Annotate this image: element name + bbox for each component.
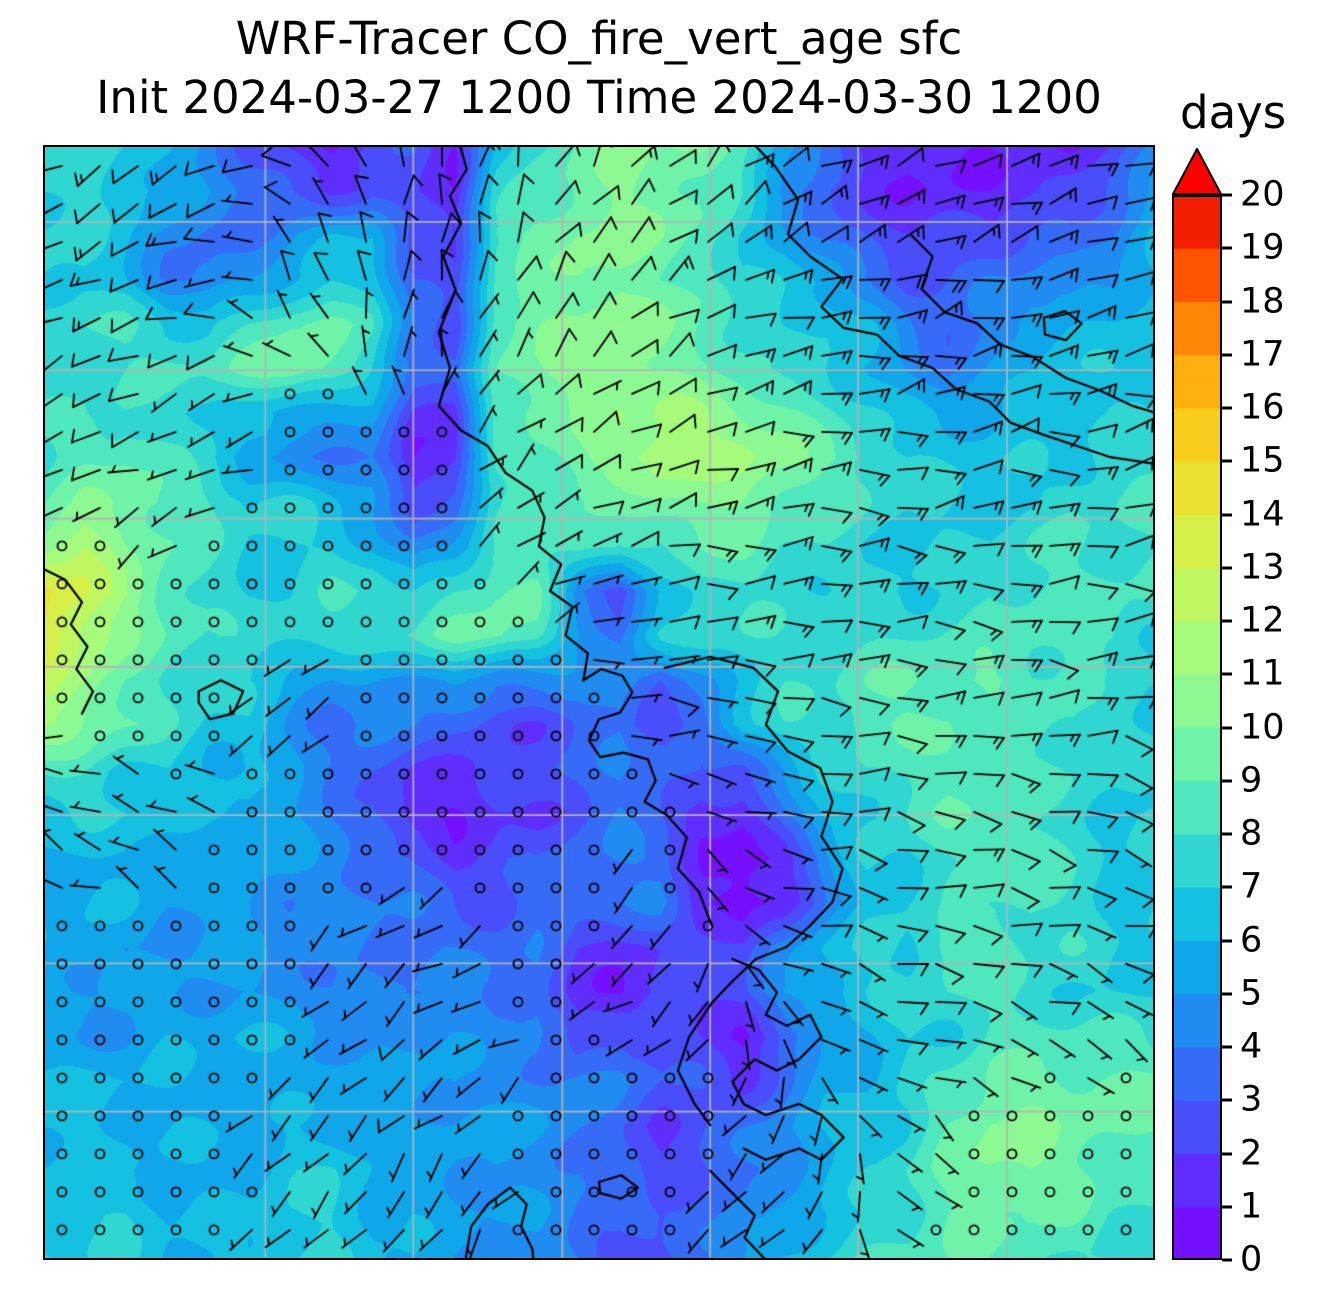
colorbar-tick: 1 (1222, 1189, 1262, 1224)
colorbar-ticks: 0 1 2 3 4 5 6 7 8 9 10 11 12 13 14 15 16 17 18 19 20 (1222, 177, 1332, 1277)
colorbar-tick: 14 (1222, 497, 1285, 532)
colorbar-tick-label: 5 (1240, 973, 1263, 1014)
colorbar-tick: 13 (1222, 550, 1285, 585)
colorbar-tick-label: 14 (1240, 494, 1285, 534)
colorbar-tick-mark (1222, 193, 1232, 197)
title-line-1: WRF-Tracer CO_fire_vert_age sfc (235, 12, 963, 65)
colorbar-tick: 11 (1222, 653, 1285, 694)
colorbar-tick-mark (1222, 406, 1232, 410)
colorbar-tick: 7 (1222, 866, 1263, 907)
colorbar-tick-label: 10 (1240, 707, 1285, 747)
colorbar-tick: 6 (1222, 923, 1262, 958)
colorbar-tick-mark (1222, 353, 1232, 357)
colorbar-tick-label: 19 (1240, 227, 1285, 268)
colorbar-tick-mark (1222, 672, 1232, 676)
colorbar-tick: 4 (1222, 1026, 1263, 1067)
colorbar-tick: 10 (1222, 710, 1285, 745)
colorbar-tick-mark (1222, 1152, 1232, 1155)
colorbar-tick: 8 (1222, 813, 1263, 854)
colorbar-tick-mark (1222, 939, 1232, 942)
colorbar-tick-label: 13 (1240, 547, 1285, 588)
colorbar-tick: 2 (1222, 1136, 1262, 1171)
colorbar-tick-label: 4 (1240, 1026, 1263, 1067)
colorbar-tick-mark (1222, 726, 1232, 729)
colorbar-tick-mark (1222, 513, 1232, 516)
colorbar-tick-label: 0 (1240, 1239, 1263, 1280)
colorbar-tick-mark (1222, 459, 1232, 463)
colorbar-tick: 3 (1222, 1079, 1263, 1120)
colorbar-tick-label: 16 (1240, 387, 1285, 428)
colorbar-tick-label: 12 (1240, 600, 1285, 641)
colorbar-tick-mark (1222, 885, 1232, 889)
colorbar-tick-label: 17 (1240, 334, 1285, 375)
colorbar-tick-mark (1222, 1098, 1232, 1102)
colorbar-tick-mark (1222, 779, 1232, 783)
colorbar-tick-label: 8 (1240, 813, 1263, 854)
colorbar-tick-mark (1222, 566, 1232, 570)
colorbar-tick: 19 (1222, 227, 1285, 268)
colorbar-extend-arrow-icon (1172, 148, 1222, 195)
colorbar-tick-label: 1 (1240, 1186, 1263, 1227)
colorbar-units-label: days (1180, 86, 1287, 139)
colorbar: 0 1 2 3 4 5 6 7 8 9 10 11 12 13 14 15 16 17 18 19 20 (1172, 148, 1334, 1277)
contour-field-canvas (43, 145, 1155, 1260)
colorbar-tick-label: 6 (1240, 920, 1263, 960)
title-line-2: Init 2024-03-27 1200 Time 2024-03-30 120… (96, 70, 1102, 124)
colorbar-tick: 18 (1222, 284, 1285, 319)
colorbar-tick-label: 18 (1240, 281, 1285, 321)
colorbar-tick: 16 (1222, 387, 1285, 428)
colorbar-tick-label: 7 (1240, 866, 1263, 907)
colorbar-tick: 5 (1222, 976, 1262, 1011)
colorbar-tick: 0 (1222, 1239, 1263, 1280)
colorbar-tick-mark (1222, 1205, 1232, 1209)
figure-title: WRF-Tracer CO_fire_vert_age sfc Init 202… (43, 10, 1155, 127)
colorbar-tick-mark (1222, 1045, 1232, 1049)
colorbar-tick-mark (1222, 1258, 1232, 1262)
colorbar-tick-label: 2 (1240, 1133, 1263, 1173)
colorbar-tick: 9 (1222, 763, 1262, 798)
colorbar-tick-label: 11 (1240, 653, 1285, 694)
colorbar-canvas (1172, 195, 1222, 1260)
colorbar-tick: 15 (1222, 440, 1285, 481)
colorbar-tick-label: 15 (1240, 440, 1285, 481)
colorbar-tick-label: 3 (1240, 1079, 1263, 1120)
colorbar-tick-mark (1222, 246, 1232, 250)
colorbar-tick-label: 9 (1240, 760, 1263, 801)
colorbar-tick-mark (1222, 992, 1232, 996)
colorbar-tick-mark (1222, 300, 1232, 303)
colorbar-tick: 12 (1222, 600, 1285, 641)
colorbar-tick: 20 (1222, 174, 1285, 215)
colorbar-arrow-shape (1172, 148, 1222, 195)
colorbar-tick-label: 20 (1240, 174, 1285, 215)
colorbar-tick: 17 (1222, 337, 1285, 372)
colorbar-tick-mark (1222, 832, 1232, 836)
colorbar-tick-mark (1222, 619, 1232, 623)
